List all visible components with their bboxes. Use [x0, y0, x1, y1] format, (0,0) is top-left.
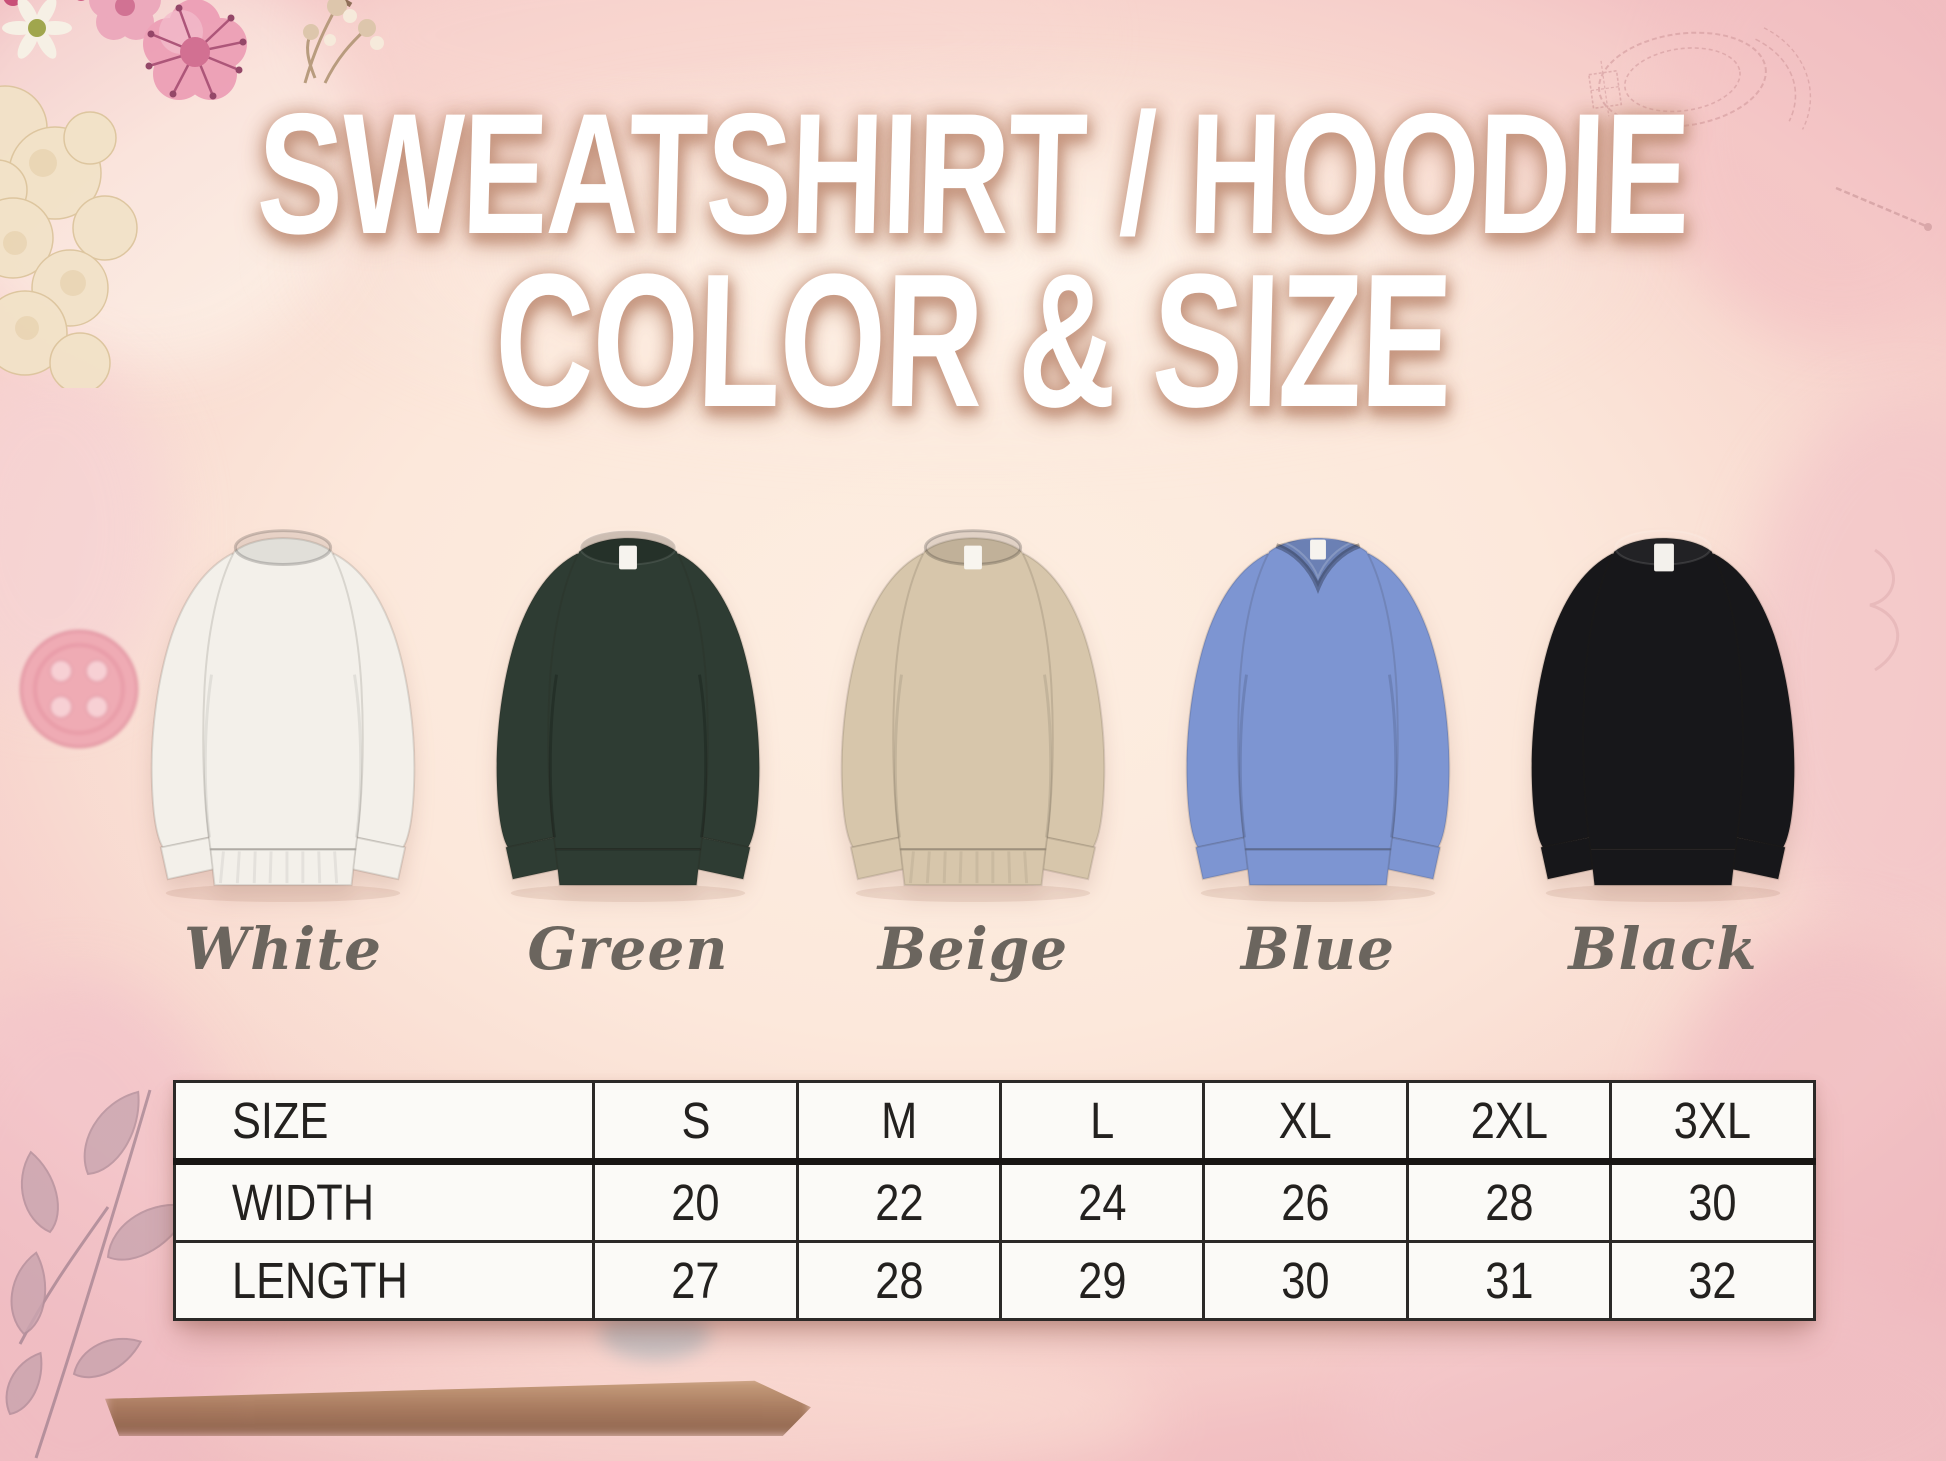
squiggle-sketch-icon: [1869, 548, 1900, 672]
width-value-cell: 26: [1202, 1160, 1409, 1243]
color-label: Black: [1568, 915, 1758, 983]
size-col-3xl: 3XL: [1609, 1080, 1816, 1165]
width-row: WIDTH 20 22 24 26 28 30: [172, 1160, 1816, 1243]
sweatshirt-white-image: [150, 529, 416, 903]
length-value-cell: 27: [592, 1240, 799, 1321]
length-value-cell: 29: [999, 1240, 1206, 1321]
sweatshirt-black-image: [1530, 529, 1796, 903]
size-col-l: L: [999, 1080, 1206, 1165]
sweatshirt-beige-image: [840, 529, 1106, 903]
color-label: Blue: [1240, 915, 1396, 983]
page-title: SWEATSHIRT / HOODIE COLOR & SIZE: [0, 78, 1946, 447]
width-value-cell: 20: [592, 1160, 799, 1243]
color-label: Green: [527, 915, 729, 983]
color-options-row: White Green: [122, 488, 1824, 983]
size-col-s: S: [592, 1080, 799, 1165]
size-col-xl: XL: [1202, 1080, 1409, 1165]
length-value-cell: 30: [1202, 1240, 1409, 1321]
color-option-black: Black: [1502, 488, 1824, 983]
size-header-cell: SIZE: [172, 1080, 596, 1165]
length-value-cell: 28: [795, 1240, 1003, 1321]
width-value-cell: 24: [999, 1160, 1206, 1243]
size-header-row: SIZE S M L XL 2XL 3XL: [172, 1080, 1816, 1165]
sweatshirt-blue-image: [1185, 537, 1451, 903]
size-col-m: M: [795, 1080, 1003, 1165]
length-value-cell: 32: [1609, 1240, 1816, 1321]
sweatshirt-green-image: [495, 529, 761, 903]
title-line-2: COLOR & SIZE: [492, 235, 1454, 447]
color-option-white: White: [122, 488, 444, 983]
width-value-cell: 22: [795, 1160, 1003, 1243]
color-option-beige: Beige: [812, 488, 1134, 983]
color-label: White: [183, 915, 383, 983]
row-label-cell: LENGTH: [172, 1240, 596, 1321]
length-value-cell: 31: [1405, 1240, 1613, 1321]
size-col-2xl: 2XL: [1405, 1080, 1613, 1165]
color-option-blue: Blue: [1157, 488, 1479, 983]
width-value-cell: 30: [1609, 1160, 1816, 1243]
color-option-green: Green: [467, 488, 789, 983]
color-label: Beige: [877, 915, 1069, 983]
width-value-cell: 28: [1405, 1160, 1613, 1243]
length-row: LENGTH 27 28 29 30 31 32: [172, 1240, 1816, 1321]
shelf-decoration: [105, 1380, 811, 1436]
size-chart-table: SIZE S M L XL 2XL 3XL WIDTH 20 22 24 26 …: [172, 1080, 1816, 1321]
row-label-cell: WIDTH: [172, 1160, 596, 1243]
